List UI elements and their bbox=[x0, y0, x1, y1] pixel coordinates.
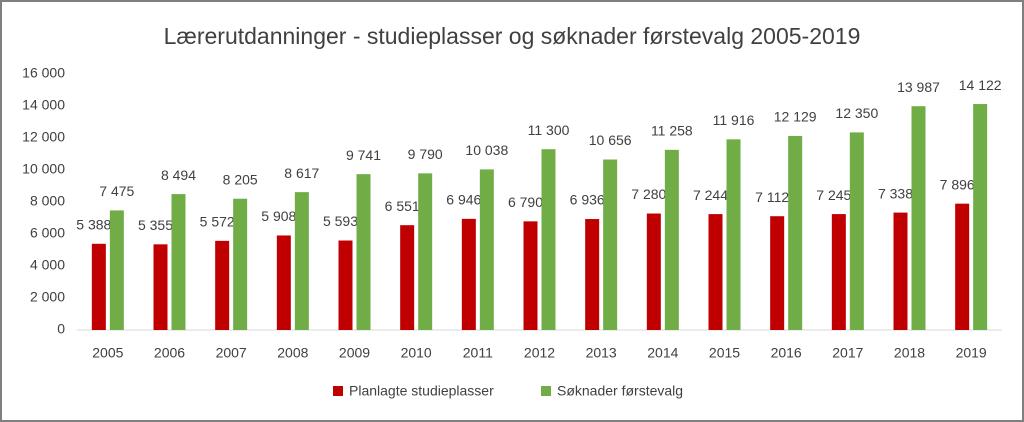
value-label: 8 494 bbox=[161, 167, 196, 183]
value-label: 5 355 bbox=[138, 217, 173, 233]
value-label: 11 300 bbox=[528, 122, 570, 138]
y-tick-label: 14 000 bbox=[22, 97, 65, 113]
bar bbox=[479, 169, 494, 330]
value-label: 12 129 bbox=[774, 109, 817, 125]
legend-swatch bbox=[333, 386, 343, 396]
x-tick-label: 2013 bbox=[586, 345, 617, 361]
value-label: 5 593 bbox=[323, 213, 358, 229]
y-tick-label: 0 bbox=[57, 321, 65, 337]
y-tick-label: 6 000 bbox=[30, 225, 65, 241]
bar bbox=[153, 244, 168, 330]
bar bbox=[770, 216, 785, 330]
value-label: 5 388 bbox=[76, 216, 111, 232]
x-tick-label: 2006 bbox=[154, 345, 185, 361]
x-tick-label: 2008 bbox=[277, 345, 308, 361]
bar bbox=[726, 139, 741, 330]
bar bbox=[973, 104, 988, 330]
value-label: 5 908 bbox=[261, 208, 296, 224]
y-tick-label: 2 000 bbox=[30, 289, 65, 305]
bar bbox=[400, 225, 415, 330]
y-tick-label: 12 000 bbox=[22, 129, 65, 145]
bar bbox=[171, 194, 186, 330]
value-label: 6 946 bbox=[446, 192, 481, 208]
bar bbox=[955, 203, 970, 330]
x-tick-label: 2016 bbox=[771, 345, 802, 361]
bar bbox=[233, 198, 248, 330]
value-label: 6 790 bbox=[508, 194, 543, 210]
bar bbox=[461, 218, 476, 330]
value-label: 8 205 bbox=[223, 171, 258, 187]
value-label: 11 258 bbox=[651, 123, 693, 139]
y-tick-label: 16 000 bbox=[22, 65, 65, 81]
bar bbox=[664, 149, 679, 330]
legend-label: Søknader førstevalg bbox=[557, 383, 683, 399]
bar bbox=[418, 173, 433, 330]
y-tick-label: 8 000 bbox=[30, 193, 65, 209]
bar bbox=[708, 214, 723, 330]
chart-title: Lærerutdanninger - studieplasser og søkn… bbox=[164, 23, 861, 49]
x-tick-label: 2015 bbox=[709, 345, 740, 361]
x-tick-label: 2019 bbox=[956, 345, 987, 361]
bar bbox=[831, 214, 846, 330]
bar bbox=[893, 212, 908, 330]
bar bbox=[541, 149, 556, 330]
x-tick-label: 2007 bbox=[216, 345, 247, 361]
bar bbox=[91, 243, 106, 330]
x-tick-label: 2017 bbox=[832, 345, 863, 361]
bar bbox=[849, 132, 864, 330]
value-label: 7 245 bbox=[816, 187, 851, 203]
x-tick-label: 2011 bbox=[463, 345, 493, 361]
value-label: 12 350 bbox=[835, 105, 878, 121]
bar bbox=[338, 240, 353, 330]
x-tick-label: 2009 bbox=[339, 345, 370, 361]
x-tick-label: 2010 bbox=[401, 345, 432, 361]
value-label: 14 122 bbox=[959, 77, 1002, 93]
bar bbox=[911, 106, 926, 330]
bar bbox=[523, 221, 538, 330]
bar bbox=[585, 219, 600, 330]
value-label: 10 038 bbox=[465, 142, 508, 158]
legend-swatch bbox=[541, 386, 551, 396]
value-label: 6 551 bbox=[385, 198, 420, 214]
x-tick-label: 2005 bbox=[92, 345, 123, 361]
bar bbox=[788, 135, 803, 330]
x-tick-label: 2014 bbox=[647, 345, 678, 361]
y-tick-label: 10 000 bbox=[22, 161, 65, 177]
bar bbox=[356, 174, 371, 330]
bar bbox=[215, 240, 230, 330]
value-label: 9 790 bbox=[408, 146, 443, 162]
value-label: 7 338 bbox=[878, 185, 913, 201]
x-tick-label: 2012 bbox=[524, 345, 555, 361]
value-label: 9 741 bbox=[346, 147, 381, 163]
value-label: 5 572 bbox=[200, 214, 235, 230]
bar bbox=[294, 192, 309, 330]
value-label: 8 617 bbox=[284, 165, 319, 181]
y-tick-label: 4 000 bbox=[30, 257, 65, 273]
legend-label: Planlagte studieplasser bbox=[349, 383, 494, 399]
value-label: 6 936 bbox=[570, 192, 605, 208]
bar bbox=[276, 235, 291, 330]
bar bbox=[109, 210, 124, 330]
value-label: 11 916 bbox=[713, 112, 755, 128]
bar bbox=[603, 159, 618, 330]
value-label: 7 475 bbox=[99, 183, 134, 199]
x-tick-label: 2018 bbox=[894, 345, 925, 361]
value-label: 10 656 bbox=[589, 132, 632, 148]
value-label: 13 987 bbox=[897, 79, 940, 95]
value-label: 7 896 bbox=[940, 176, 975, 192]
value-label: 7 244 bbox=[693, 187, 728, 203]
value-label: 7 112 bbox=[755, 189, 789, 205]
value-label: 7 280 bbox=[631, 186, 666, 202]
bar bbox=[646, 213, 661, 330]
